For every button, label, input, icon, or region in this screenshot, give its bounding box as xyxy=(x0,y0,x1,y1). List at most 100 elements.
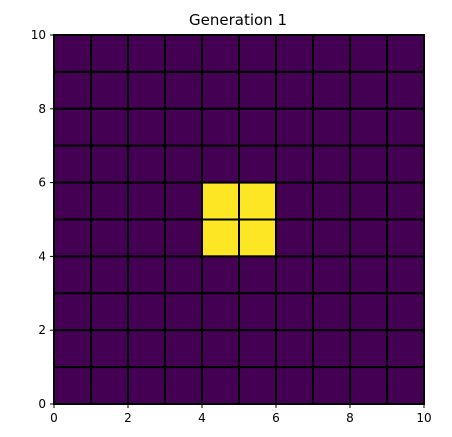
cell-dead xyxy=(53,34,92,73)
cell-dead xyxy=(201,366,240,406)
cell-dead xyxy=(53,255,92,295)
cell-dead xyxy=(312,181,351,221)
cell-dead xyxy=(238,255,277,295)
cell-dead xyxy=(53,329,92,369)
cell-dead xyxy=(90,329,129,369)
cell-dead xyxy=(312,144,351,184)
cell-dead xyxy=(164,107,203,147)
cell-dead xyxy=(275,255,314,295)
cell-dead xyxy=(164,329,203,369)
cell-dead xyxy=(164,144,203,184)
cell-dead xyxy=(90,366,129,406)
cell-dead xyxy=(164,70,203,110)
cell-dead xyxy=(238,70,277,110)
cell-dead xyxy=(312,292,351,332)
cell-dead xyxy=(275,34,314,73)
cell-dead xyxy=(90,292,129,332)
cell-dead xyxy=(238,329,277,369)
cell-dead xyxy=(127,144,166,184)
cell-dead xyxy=(201,70,240,110)
cell-grid xyxy=(53,34,425,406)
cell-dead xyxy=(275,218,314,258)
cell-dead xyxy=(312,329,351,369)
cell-dead xyxy=(386,181,425,221)
x-tick-label: 0 xyxy=(50,411,58,425)
cell-dead xyxy=(127,34,166,73)
x-tick-label: 2 xyxy=(124,411,132,425)
cell-dead xyxy=(164,292,203,332)
cell-dead xyxy=(349,255,388,295)
cell-dead xyxy=(164,34,203,73)
cell-dead xyxy=(201,34,240,73)
cell-dead xyxy=(312,218,351,258)
cell-dead xyxy=(349,218,388,258)
cell-dead xyxy=(201,329,240,369)
cell-dead xyxy=(164,255,203,295)
cell-dead xyxy=(164,366,203,406)
cell-dead xyxy=(349,366,388,406)
cell-dead xyxy=(312,255,351,295)
y-tick-label: 2 xyxy=(38,323,46,337)
cell-dead xyxy=(90,181,129,221)
cell-dead xyxy=(386,218,425,258)
cell-dead xyxy=(275,181,314,221)
cell-dead xyxy=(312,107,351,147)
cell-dead xyxy=(127,70,166,110)
cell-dead xyxy=(349,107,388,147)
cell-dead xyxy=(275,144,314,184)
cell-dead xyxy=(90,144,129,184)
cell-dead xyxy=(53,181,92,221)
cell-dead xyxy=(201,255,240,295)
cell-dead xyxy=(386,70,425,110)
cell-dead xyxy=(349,292,388,332)
cell-dead xyxy=(275,329,314,369)
cell-alive xyxy=(238,181,277,221)
chart-title: Generation 1 xyxy=(189,11,287,29)
cell-dead xyxy=(53,107,92,147)
cell-dead xyxy=(164,218,203,258)
cell-dead xyxy=(312,34,351,73)
cell-dead xyxy=(164,181,203,221)
cell-dead xyxy=(275,366,314,406)
y-tick-label: 4 xyxy=(38,249,46,263)
cell-dead xyxy=(201,292,240,332)
x-tick-label: 8 xyxy=(346,411,354,425)
x-tick-label: 10 xyxy=(416,411,431,425)
y-tick-label: 10 xyxy=(31,28,46,42)
x-tick-label: 4 xyxy=(198,411,206,425)
cell-dead xyxy=(53,366,92,406)
cell-dead xyxy=(90,107,129,147)
cell-dead xyxy=(201,107,240,147)
cell-dead xyxy=(312,70,351,110)
cell-dead xyxy=(349,70,388,110)
cell-dead xyxy=(238,144,277,184)
cell-dead xyxy=(275,70,314,110)
cell-dead xyxy=(386,292,425,332)
cell-alive xyxy=(238,218,277,258)
axis-ticks: 0 2 4 6 8 10 0 2 4 6 8 10 xyxy=(31,28,432,425)
cell-dead xyxy=(275,107,314,147)
cell-dead xyxy=(90,255,129,295)
cell-dead xyxy=(127,292,166,332)
cell-dead xyxy=(90,34,129,73)
cell-dead xyxy=(386,107,425,147)
cell-dead xyxy=(275,292,314,332)
cell-dead xyxy=(90,70,129,110)
cell-dead xyxy=(127,181,166,221)
cell-dead xyxy=(127,329,166,369)
cell-dead xyxy=(349,144,388,184)
cell-dead xyxy=(238,107,277,147)
cell-dead xyxy=(201,144,240,184)
plot-frame xyxy=(53,34,425,405)
cell-dead xyxy=(386,329,425,369)
cell-alive xyxy=(201,218,240,258)
cell-dead xyxy=(238,366,277,406)
y-tick-label: 0 xyxy=(38,397,46,411)
cell-dead xyxy=(312,366,351,406)
cell-dead xyxy=(127,366,166,406)
cell-dead xyxy=(238,34,277,73)
cell-dead xyxy=(90,218,129,258)
x-tick-label: 6 xyxy=(272,411,280,425)
cell-dead xyxy=(349,34,388,73)
